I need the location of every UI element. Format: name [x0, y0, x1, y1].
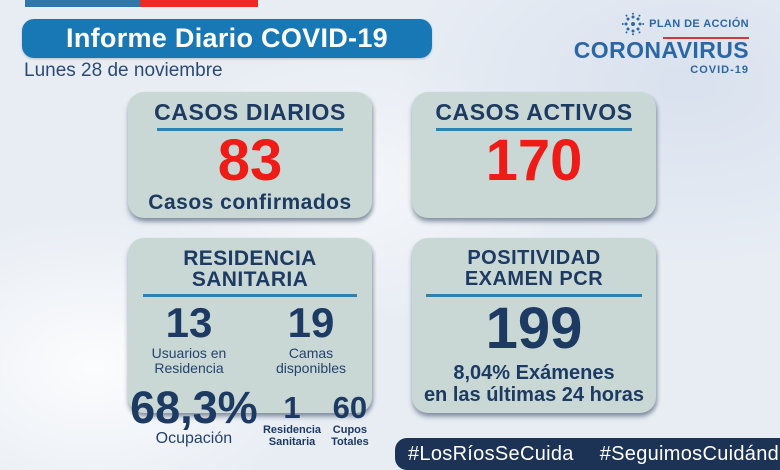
- card-casos-activos: CASOS ACTIVOS 170: [412, 92, 656, 218]
- title-underline: [157, 128, 343, 131]
- card-title: CASOS ACTIVOS: [435, 99, 633, 125]
- stat-residences: 1 Residencia Sanitaria: [262, 389, 322, 449]
- card-positividad-pcr: POSITIVIDAD EXAMEN PCR 199 8,04% Exámene…: [412, 238, 656, 413]
- slots-value: 60: [332, 389, 368, 425]
- hashtag-seguimos: #SeguimosCuidándonos: [599, 442, 780, 465]
- footer-hashtag-bar: #LosRíosSeCuida #SeguimosCuidándonos: [395, 438, 780, 470]
- flag-bar: [25, 0, 258, 7]
- active-cases-value: 170: [485, 128, 583, 193]
- pcr-exams-value: 199: [485, 296, 583, 361]
- stat-beds: 19 Camas disponibles: [250, 299, 372, 377]
- daily-cases-value: 83: [217, 128, 283, 193]
- users-label: Usuarios en Residencia: [151, 344, 227, 377]
- residence-stats-row2: 68,3% Ocupación 1 Residencia Sanitaria 6…: [128, 382, 372, 449]
- card-title: POSITIVIDAD EXAMEN PCR: [464, 247, 604, 290]
- logo-red-underline: [663, 37, 749, 39]
- title-underline: [436, 128, 632, 131]
- logo-plan-row: PLAN DE ACCIÓN: [621, 12, 749, 39]
- report-date: Lunes 28 de noviembre: [24, 60, 223, 81]
- stat-users: 13 Usuarios en Residencia: [128, 299, 250, 377]
- residence-mini-stats: 1 Residencia Sanitaria 60 Cupos Totales: [260, 389, 372, 449]
- residence-stats-row: 13 Usuarios en Residencia 19 Camas dispo…: [128, 299, 372, 377]
- coronavirus-wordmark: CORONAVIRUS: [573, 37, 749, 63]
- stat-occupancy: 68,3% Ocupación: [128, 382, 260, 448]
- title-underline: [426, 294, 642, 297]
- flag-red-segment: [140, 0, 258, 7]
- beds-value: 19: [287, 299, 335, 346]
- occupancy-value: 68,3%: [130, 382, 258, 434]
- card-casos-diarios: CASOS DIARIOS 83 Casos confirmados: [128, 92, 372, 218]
- stat-slots: 60 Cupos Totales: [331, 389, 369, 449]
- title-underline: [143, 294, 357, 297]
- card-title: CASOS DIARIOS: [154, 99, 346, 125]
- virus-icon: [621, 12, 645, 36]
- beds-label: Camas disponibles: [275, 344, 347, 377]
- hashtag-losrios: #LosRíosSeCuida: [408, 442, 574, 465]
- card-title: RESIDENCIA SANITARIA: [183, 247, 317, 291]
- plan-de-accion-label: PLAN DE ACCIÓN: [649, 18, 749, 30]
- covid19-label: COVID-19: [690, 64, 749, 76]
- pcr-positivity-caption: 8,04% Exámenes en las últimas 24 horas: [423, 362, 645, 407]
- occupancy-label: Ocupación: [155, 430, 233, 448]
- plan-de-accion-coronavirus-logo: PLAN DE ACCIÓN CORONAVIRUS COVID-19: [574, 12, 749, 76]
- card-residencia-sanitaria: RESIDENCIA SANITARIA 13 Usuarios en Resi…: [128, 238, 372, 448]
- page-title: Informe Diario COVID-19: [22, 19, 432, 58]
- residences-label: Residencia Sanitaria: [262, 423, 322, 448]
- slots-label: Cupos Totales: [331, 423, 369, 448]
- flag-blue-segment: [25, 0, 140, 7]
- residences-value: 1: [283, 389, 301, 425]
- daily-cases-caption: Casos confirmados: [148, 191, 352, 214]
- users-value: 13: [165, 299, 213, 346]
- page-title-label: Informe Diario COVID-19: [66, 23, 388, 53]
